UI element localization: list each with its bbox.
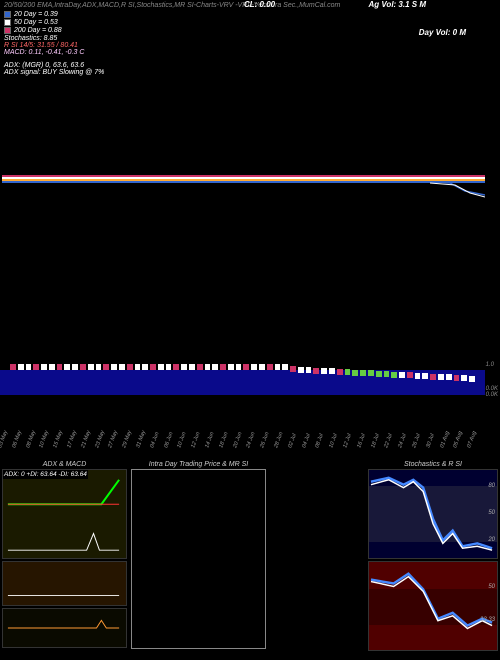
rsi-label: R SI 14/5: 31.55 / 80.41 bbox=[4, 42, 496, 49]
rsi-lower-chart: 5033.33 bbox=[368, 561, 498, 651]
adx-upper-chart: ADX: 0 +DI: 63.64 -DI: 63.64 bbox=[2, 469, 127, 559]
intra-chart bbox=[131, 469, 266, 649]
stochastics-panel: Stochastics & R SI 805020 5033.33 bbox=[368, 460, 498, 655]
date-axis: 03 May06 May08 May10 May15 May17 May21 M… bbox=[2, 420, 485, 450]
volume-markers bbox=[10, 364, 475, 372]
adx-title: ADX & MACD bbox=[2, 460, 127, 469]
macd-label: MACD: 0.11, -0.41, -0.3 C bbox=[4, 49, 496, 56]
volume-chart bbox=[0, 370, 485, 395]
intra-day-panel: Intra Day Trading Price & MR SI bbox=[131, 460, 266, 655]
stoch-upper-chart: 805020 bbox=[368, 469, 498, 559]
day-vol: Day Vol: 0 M bbox=[419, 28, 466, 37]
stoch-title: Stochastics & R SI bbox=[368, 460, 498, 469]
adx-macd-panel: ADX & MACD ADX: 0 +DI: 63.64 -DI: 63.64 bbox=[2, 460, 127, 655]
adx-readout: ADX: 0 +DI: 63.64 -DI: 63.64 bbox=[3, 470, 88, 479]
header: 20/50/200 EMA,IntraDay,ADX,MACD,R SI,Sto… bbox=[4, 2, 496, 76]
ema-bands bbox=[0, 175, 485, 187]
intra-title: Intra Day Trading Price & MR SI bbox=[131, 460, 266, 469]
volume-axis: 1.0 0.0K 0.0K bbox=[486, 370, 498, 398]
cl-value: CL: 0.00 bbox=[244, 0, 275, 9]
adx-signal: ADX signal: BUY Slowing @ 7% bbox=[4, 69, 496, 76]
adx-mid-chart bbox=[2, 561, 127, 606]
main-price-chart bbox=[0, 100, 500, 360]
adx-label: ADX: (MGR) 0, 63.6, 63.6 bbox=[4, 62, 496, 69]
adx-lower-chart bbox=[2, 608, 127, 648]
sub-panels: ADX & MACD ADX: 0 +DI: 63.64 -DI: 63.64 … bbox=[2, 460, 498, 655]
chart-title: 20/50/200 EMA,IntraDay,ADX,MACD,R SI,Sto… bbox=[4, 2, 340, 9]
ag-vol: Ag Vol: 3.1 S M bbox=[369, 0, 427, 9]
